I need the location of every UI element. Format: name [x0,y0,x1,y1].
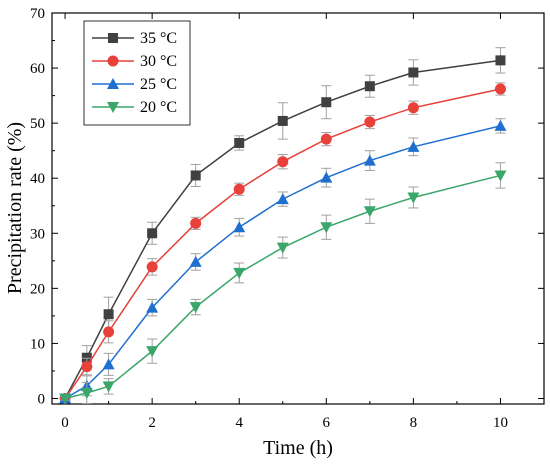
y-axis-title: Precipitation rate (%) [4,122,26,294]
x-tick-label: 10 [493,415,508,431]
data-point [234,137,245,148]
data-point [146,301,159,313]
legend-label: 35 °C [140,30,177,47]
data-point [363,154,376,166]
x-axis-title: Time (h) [263,437,333,459]
data-point [102,358,115,370]
data-point [320,133,332,145]
data-point [494,170,507,182]
data-point [276,193,289,205]
series-3 [59,162,507,405]
data-point [81,361,93,373]
series-1 [59,82,506,404]
x-tick-label: 8 [410,415,418,431]
data-point [59,393,72,405]
legend: 35 °C 30 °C 25 °C 20 °C [83,20,191,126]
x-tick-label: 4 [235,415,243,431]
y-tick-label: 50 [30,116,45,132]
data-point [276,242,289,254]
legend-label: 30 °C [140,53,177,70]
legend-marker [107,102,119,113]
data-point [494,119,507,131]
data-point [189,255,202,267]
data-point [277,156,289,168]
data-point [407,102,419,114]
legend-label: 20 °C [140,99,177,116]
data-point [320,222,333,234]
y-tick-label: 10 [30,336,45,352]
data-point [407,192,420,204]
data-point [364,116,376,128]
data-point [495,55,506,66]
data-point [407,140,420,152]
data-point [190,170,201,181]
y-tick-label: 60 [30,61,45,77]
data-point [103,309,114,320]
x-tick-label: 0 [61,415,69,431]
data-point [190,217,202,229]
data-point [102,381,115,393]
x-tick-label: 6 [323,415,331,431]
data-point [277,115,288,126]
series-line [64,174,501,400]
legend-marker [107,55,119,67]
data-point [363,206,376,218]
series-group [59,47,507,405]
y-tick-label: 40 [30,171,45,187]
plot-frame [51,12,545,405]
data-point [103,326,115,338]
data-point [320,171,333,183]
data-point [233,183,245,195]
y-tick-label: 70 [30,6,45,22]
data-point [189,302,202,314]
data-point [233,221,246,233]
data-point [321,97,332,108]
x-tick-label: 2 [148,415,156,431]
y-tick-label: 0 [38,391,46,407]
axes: 0 2 4 6 8 10 0 10 20 30 40 50 60 70 [30,6,545,431]
data-point [80,387,93,399]
y-tick-label: 30 [30,226,45,242]
data-point [408,67,419,78]
data-point [146,261,158,273]
data-point [364,81,375,92]
data-point [146,346,159,358]
y-tick-label: 20 [30,281,45,297]
legend-label: 25 °C [140,76,177,93]
legend-marker [107,78,119,89]
data-point [233,267,246,279]
data-point [494,83,506,95]
data-point [81,352,92,363]
legend-marker [108,33,118,43]
data-point [147,228,158,239]
